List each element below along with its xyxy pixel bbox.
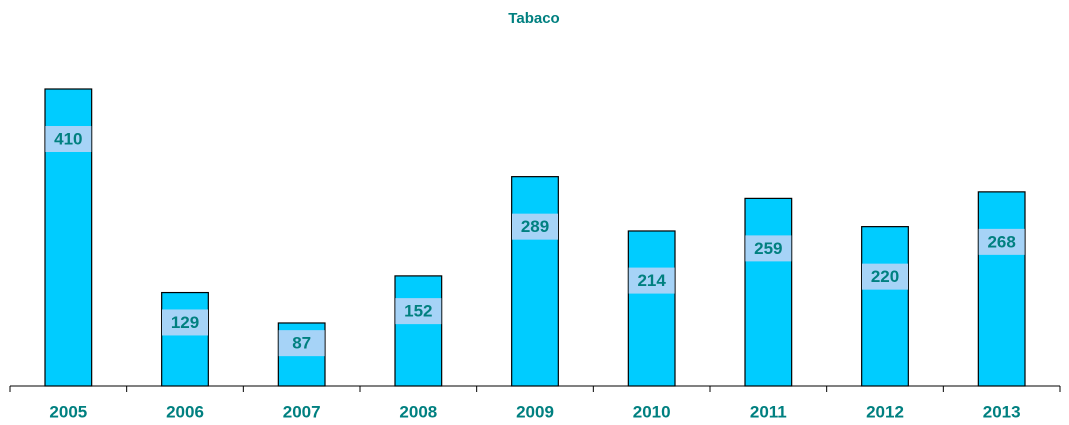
value-label-box <box>395 298 442 325</box>
value-label: 410 <box>54 129 82 148</box>
x-tick-label: 2011 <box>750 402 787 421</box>
bar <box>977 191 1026 387</box>
value-label: 152 <box>404 302 432 321</box>
chart-title: Tabaco <box>508 10 559 27</box>
x-tick-label: 2013 <box>983 402 1021 421</box>
x-tick-label: 2009 <box>516 402 554 421</box>
x-tick-label: 2010 <box>633 402 671 421</box>
x-tick-label: 2012 <box>866 402 904 421</box>
value-label: 87 <box>292 334 311 353</box>
value-label: 289 <box>521 217 549 236</box>
value-label: 129 <box>171 313 199 332</box>
value-label-box <box>862 263 908 290</box>
value-label-box <box>512 213 558 240</box>
value-label-box <box>628 267 675 294</box>
bar <box>627 230 676 387</box>
value-label-box <box>45 126 92 152</box>
bar <box>744 197 793 387</box>
x-tick-label: 2006 <box>166 402 204 421</box>
value-label-box <box>162 309 208 336</box>
value-label-box <box>278 330 325 357</box>
x-tick-label: 2005 <box>49 402 87 421</box>
bar <box>861 226 909 387</box>
x-tick-label: 2007 <box>283 402 321 421</box>
x-tick-label: 2008 <box>399 402 437 421</box>
value-label-box <box>745 235 792 262</box>
bar <box>394 275 443 387</box>
bar <box>511 176 559 387</box>
value-label: 220 <box>871 267 899 286</box>
value-label: 259 <box>754 239 782 258</box>
value-label: 214 <box>637 271 666 290</box>
value-label: 268 <box>987 232 1015 251</box>
bar <box>161 291 209 387</box>
value-label-box <box>978 228 1025 255</box>
